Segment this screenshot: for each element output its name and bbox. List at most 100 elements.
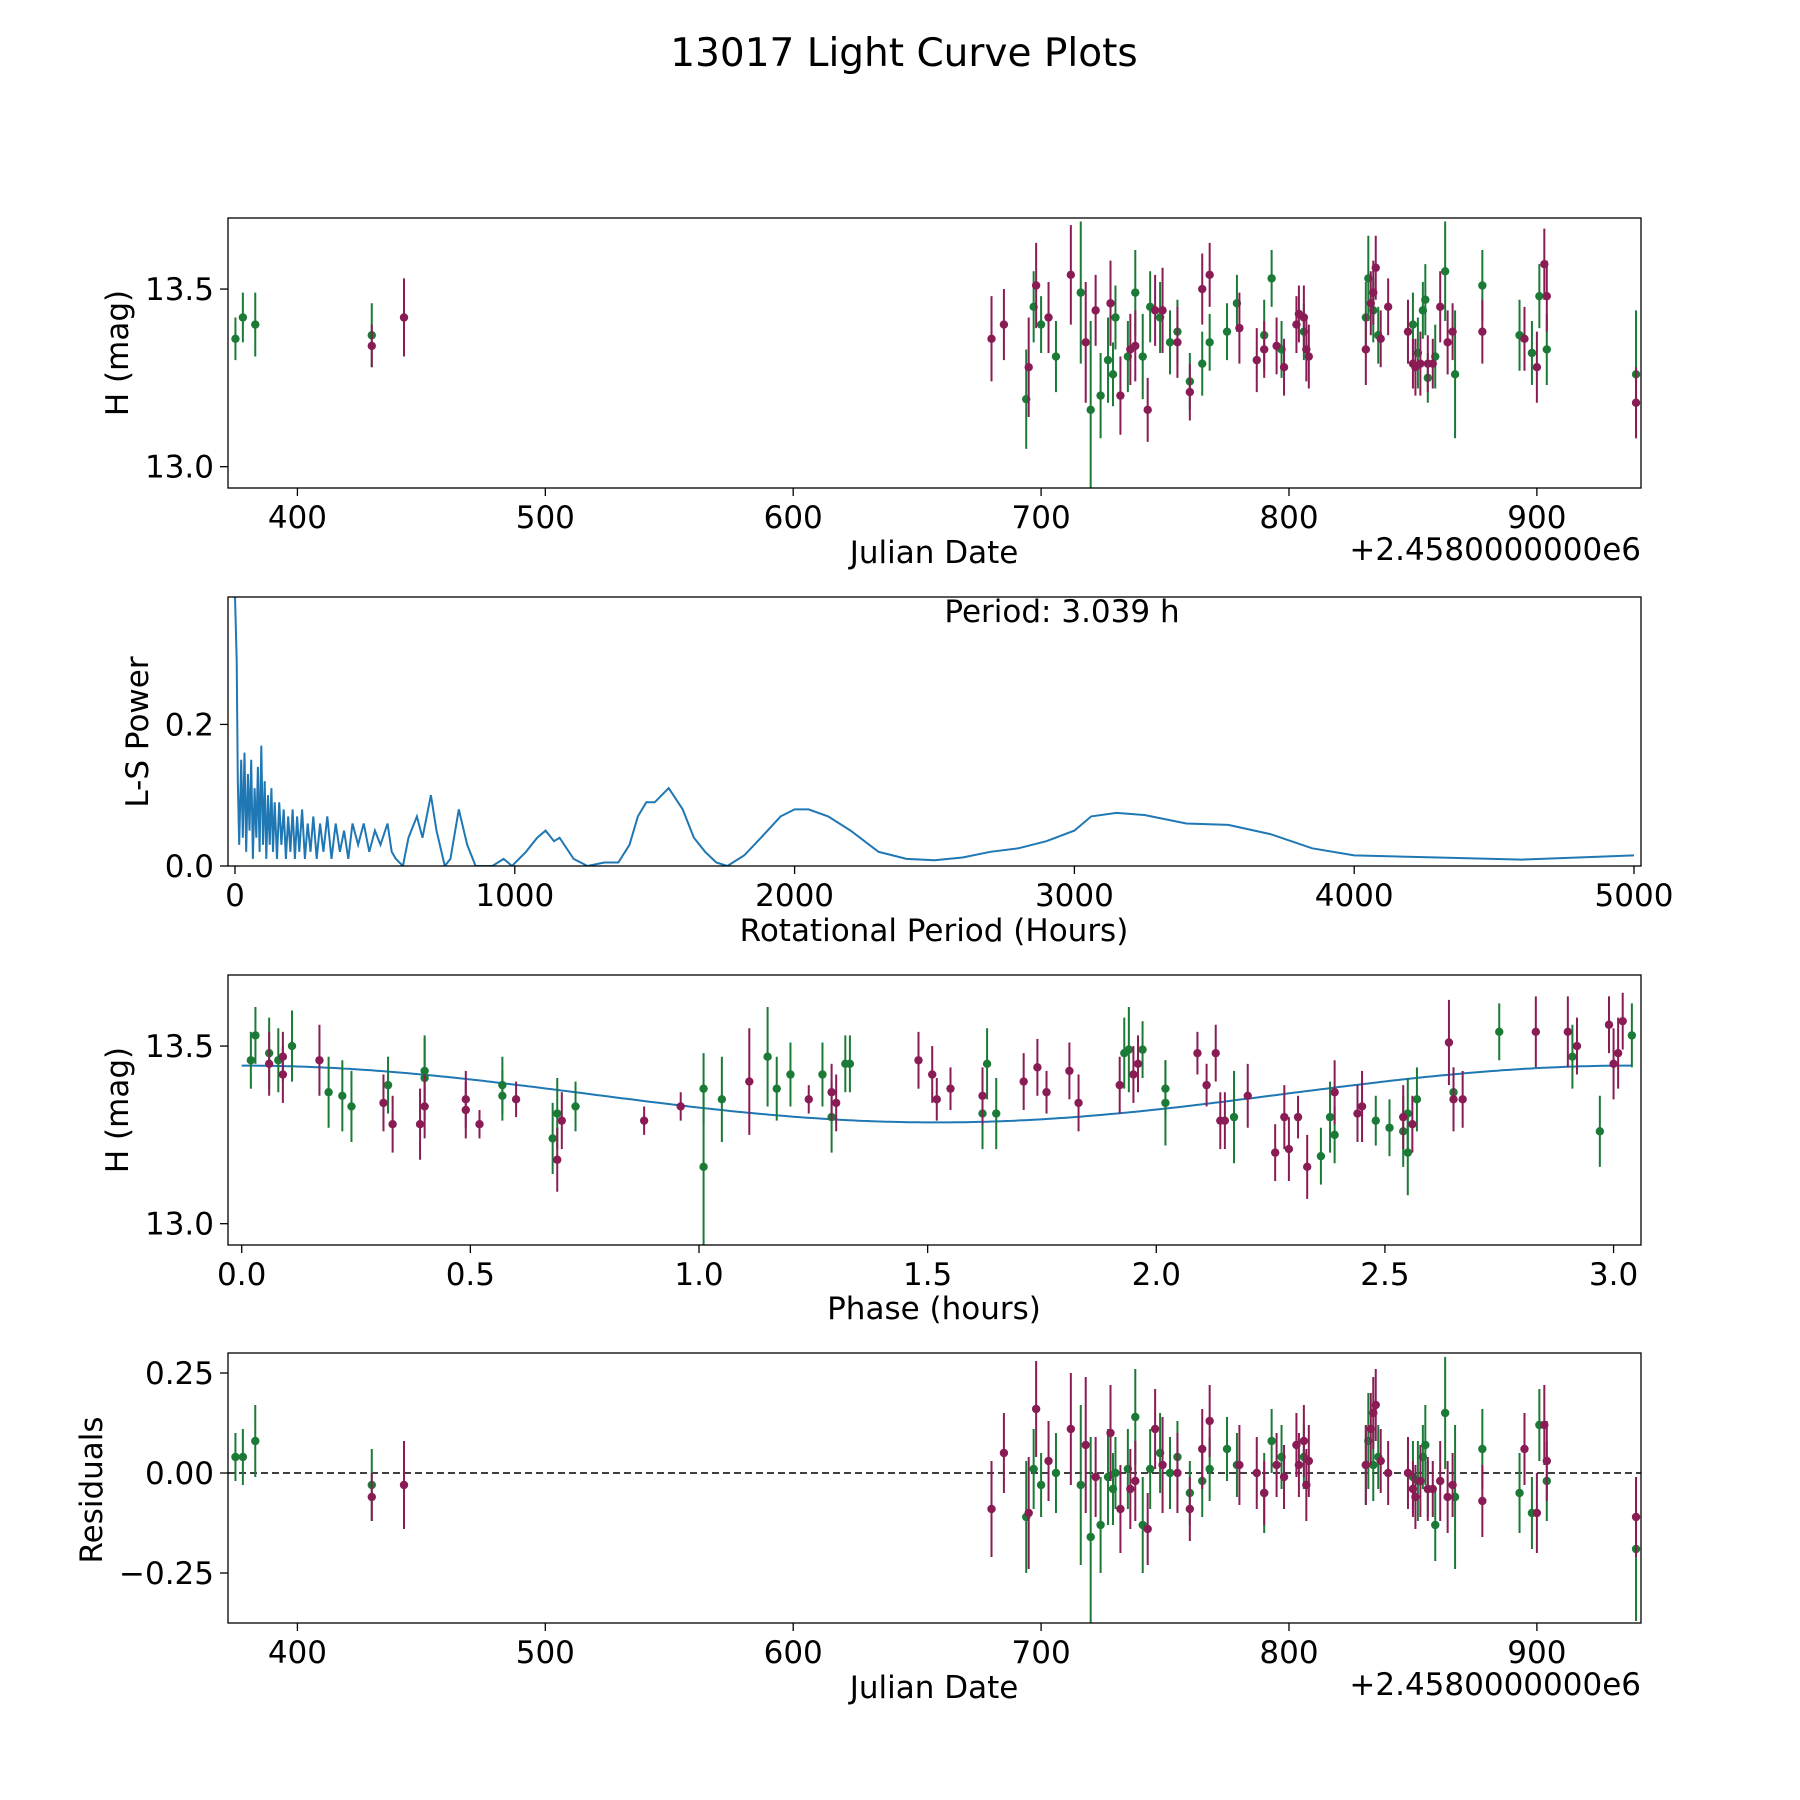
residuals-data-point <box>1051 1468 1061 1478</box>
residuals-ytick-label: −0.25 <box>119 1556 214 1592</box>
residuals-data-point <box>1421 1440 1430 1450</box>
residuals-ylabel: Residuals <box>74 1416 110 1563</box>
lightcurve-data-point <box>1111 313 1120 322</box>
phased-data-point <box>420 1066 429 1076</box>
residuals-data-point <box>1448 1480 1457 1490</box>
phased-data-point <box>379 1098 388 1108</box>
phased-data-point <box>1124 1045 1134 1054</box>
residuals-data-point <box>1267 1436 1276 1446</box>
residuals-data-point <box>1272 1460 1281 1470</box>
phased-data-point <box>1193 1048 1202 1058</box>
phased-data-point <box>1129 1070 1138 1079</box>
lightcurve-data-point <box>1440 267 1450 276</box>
residuals-data-point <box>1205 1416 1214 1426</box>
periodogram-xtick-label: 3000 <box>1035 878 1114 914</box>
lightcurve-xtick-label: 900 <box>1507 500 1566 536</box>
residuals-data-point <box>1376 1456 1385 1466</box>
lightcurve-data-point <box>1076 288 1085 297</box>
phased-data-point <box>1618 1016 1627 1026</box>
phased-data-point <box>571 1102 580 1111</box>
residuals-data <box>228 1357 1641 1623</box>
residuals-data-point <box>1361 1460 1371 1470</box>
residuals-data-point <box>1478 1444 1487 1454</box>
phased-ytick-label: 13.5 <box>145 1029 214 1065</box>
phased-data-point <box>1042 1088 1051 1097</box>
phased-data-point <box>278 1052 288 1061</box>
lightcurve-ticks: 400 500 600 700 800 900 13.0 13.5 <box>145 272 1567 536</box>
phased-xtick-label: 2.0 <box>1132 1257 1181 1293</box>
lightcurve-data-point <box>1371 263 1380 272</box>
periodogram-power-line <box>234 597 1635 866</box>
lightcurve-data-point <box>1416 359 1425 368</box>
phased-data-point <box>1531 1027 1541 1037</box>
residuals-data-point <box>1198 1444 1207 1454</box>
phased-data-point <box>246 1056 256 1065</box>
phased-data-point <box>1604 1020 1614 1029</box>
residuals-data-point <box>367 1492 376 1502</box>
phased-data-point <box>553 1109 562 1118</box>
residuals-data-point <box>1044 1456 1053 1466</box>
lightcurve-series-purple <box>367 225 1641 442</box>
phased-data-point <box>1115 1080 1124 1090</box>
residuals-data-point <box>1131 1476 1140 1486</box>
periodogram-xlabel: Rotational Period (Hours) <box>740 913 1129 949</box>
residuals-data-point <box>1096 1520 1105 1530</box>
residuals-data-point <box>1076 1480 1085 1490</box>
residuals-series-purple <box>367 1361 1641 1569</box>
phased-data-point <box>338 1091 347 1100</box>
phased-data-point <box>498 1091 507 1100</box>
phased-data-point <box>1211 1048 1220 1058</box>
phased-data-point <box>1284 1144 1294 1154</box>
lightcurve-data-point <box>1086 405 1095 415</box>
lightcurve-data-point <box>1138 352 1147 361</box>
lightcurve-data-point <box>1361 345 1371 354</box>
phased-data-point <box>914 1056 923 1065</box>
residuals-data-point <box>1383 1468 1393 1478</box>
residuals-data-point <box>231 1452 240 1462</box>
periodogram-xtick-label: 2000 <box>755 878 834 914</box>
phased-data-point <box>1330 1088 1339 1097</box>
phased-data-point <box>992 1109 1001 1118</box>
lightcurve-data-point <box>251 320 260 329</box>
lightcurve-data-point <box>1158 306 1167 315</box>
lightcurve-axes-frame <box>227 217 1642 489</box>
period-annotation: Period: 3.039 h <box>944 594 1179 630</box>
phased-data-point <box>1302 1162 1312 1172</box>
residuals-data-point <box>1145 1464 1155 1474</box>
residuals-xtick-label: 500 <box>516 1635 575 1671</box>
phased-data-point <box>388 1120 397 1129</box>
phased-xtick-label: 3.0 <box>1589 1257 1638 1293</box>
phased-xtick-label: 2.5 <box>1360 1257 1409 1293</box>
phased-data-point <box>786 1070 795 1079</box>
residuals-data-point <box>1428 1484 1437 1494</box>
phased-data-point <box>1202 1080 1211 1090</box>
lightcurve-data-point <box>1205 270 1214 280</box>
phased-data-point <box>1609 1059 1618 1069</box>
phased-data-point <box>1316 1151 1326 1161</box>
lightcurve-data-point <box>1198 284 1207 294</box>
lightcurve-data-point <box>367 341 376 351</box>
residuals-data-point <box>1131 1412 1140 1422</box>
phased-data-point <box>1563 1027 1573 1037</box>
phased-data-point <box>1572 1041 1582 1051</box>
lightcurve-xtick-label: 700 <box>1012 500 1071 536</box>
phased-data-point <box>804 1095 813 1104</box>
residuals-data-point <box>238 1452 248 1462</box>
residuals-data-point <box>1066 1424 1076 1434</box>
lightcurve-data-point <box>1272 341 1281 351</box>
lightcurve-data-point <box>1106 299 1115 308</box>
lightcurve-data-point <box>1527 348 1537 358</box>
residuals-ytick-label: 0.00 <box>145 1456 214 1492</box>
lightcurve-data-point <box>1051 352 1061 361</box>
periodogram-data <box>234 597 1635 866</box>
lightcurve-data-point <box>1091 306 1100 315</box>
phased-data-point <box>1270 1148 1280 1157</box>
residuals-data-point <box>999 1448 1009 1458</box>
phased-data-point <box>845 1059 855 1069</box>
lightcurve-ytick-label: 13.0 <box>145 450 214 486</box>
phased-data-point <box>1357 1102 1367 1111</box>
phased-data-point <box>1449 1095 1458 1104</box>
phased-data-point <box>1495 1027 1504 1037</box>
residuals-ticks: 400 500 600 700 800 900 0.25 0.00 −0.25 <box>119 1356 1566 1671</box>
phased-data-point <box>1458 1095 1467 1104</box>
